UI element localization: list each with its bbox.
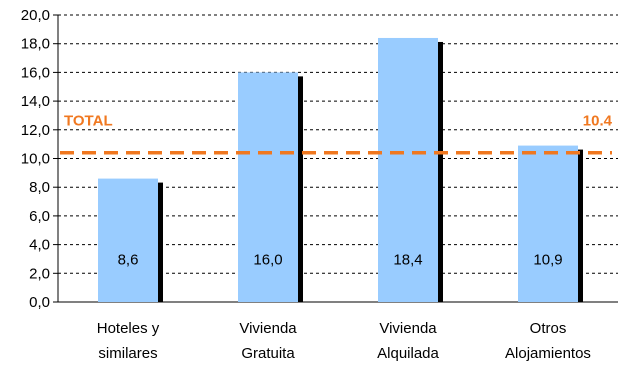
y-tick-label: 12,0 [21,122,50,139]
bar-shadow [158,182,163,302]
category-label: Otros [530,320,567,337]
data-label: 10,9 [533,252,562,269]
bar [238,72,298,303]
y-tick-label: 14,0 [21,93,50,110]
reference-label: TOTAL [64,112,113,129]
bar-shadow [438,41,443,303]
y-tick-label: 0,0 [29,294,50,311]
bar-shadow [578,149,583,302]
category-label: Alojamientos [505,345,591,362]
y-tick-label: 20,0 [21,7,50,24]
bar-shadow [298,76,303,303]
category-label: similares [98,345,157,362]
data-label: 16,0 [253,252,282,269]
y-tick-label: 4,0 [29,237,50,254]
y-tick-label: 18,0 [21,36,50,53]
reference-line-group: TOTAL 10.4 [60,112,613,155]
category-label: Gratuita [241,345,295,362]
data-label: 8,6 [118,252,139,269]
y-tick-label: 10,0 [21,151,50,168]
data-labels: 8,6 16,0 18,4 10,9 [118,252,563,269]
y-tick-label: 8,0 [29,179,50,196]
y-tick-label: 16,0 [21,64,50,81]
reference-value-label: 10.4 [583,112,613,129]
y-tick-label: 6,0 [29,208,50,225]
y-axis-ticks: 0,0 2,0 4,0 6,0 8,0 10,0 12,0 14,0 16,0 18,0 20,0 [21,7,58,311]
category-label: Hoteles y [97,320,160,337]
y-tick-label: 2,0 [29,265,50,282]
bar [518,145,578,302]
category-label: Vivienda [379,320,437,337]
x-axis-categories: Hoteles y similares Vivienda Gratuita Vivien… [97,320,591,362]
category-label: Alquilada [377,345,439,362]
bar [98,178,158,302]
bar [378,37,438,303]
category-label: Vivienda [239,320,297,337]
data-label: 18,4 [393,252,422,269]
bars [98,37,583,303]
